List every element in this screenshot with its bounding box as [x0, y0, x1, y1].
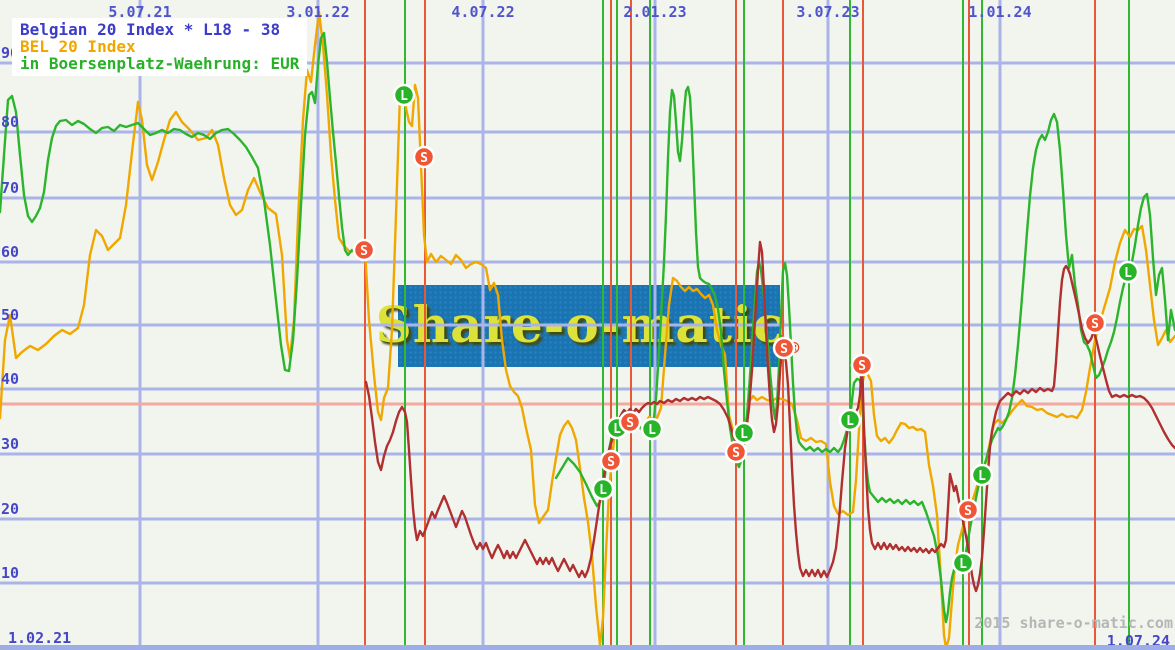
short-marker-icon	[772, 336, 796, 360]
long-marker-icon	[970, 463, 994, 487]
short-marker-label: S	[1091, 317, 1099, 332]
bottom-bar	[0, 645, 1175, 650]
short-marker-icon	[724, 440, 748, 464]
series-bel-20-index	[0, 10, 1175, 650]
short-marker-label: S	[732, 446, 740, 461]
long-marker-label: L	[740, 427, 748, 442]
long-marker-icon	[591, 477, 615, 501]
long-marker-icon	[640, 417, 664, 441]
chart-legend: Belgian 20 Index * L18 - 38 BEL 20 Index…	[12, 18, 308, 76]
long-marker-icon	[951, 551, 975, 575]
short-marker-icon	[352, 238, 376, 262]
short-marker-label: S	[858, 359, 866, 374]
series-in-boersenplatz-waehrung-eur	[0, 31, 366, 373]
short-marker-label: S	[780, 342, 788, 357]
long-marker-icon	[838, 408, 862, 432]
long-marker-label: L	[613, 422, 621, 437]
short-marker-icon	[850, 353, 874, 377]
chart-start-date: 1.02.21	[8, 629, 72, 647]
legend-currency-line: in Boersenplatz-Waehrung: EUR	[20, 54, 300, 73]
long-marker-label: L	[1124, 266, 1132, 281]
long-marker-label: L	[599, 483, 607, 498]
short-marker-icon	[618, 410, 642, 434]
legend-title: Belgian 20 Index * L18 - 38	[20, 20, 281, 39]
long-marker-label: L	[959, 557, 967, 572]
short-marker-label: S	[360, 244, 368, 259]
short-marker-label: S	[420, 151, 428, 166]
short-marker-icon	[599, 449, 623, 473]
short-marker-label: S	[964, 504, 972, 519]
copyright-credit: 2015 share-o-matic.com	[974, 614, 1173, 632]
short-marker-icon	[1083, 311, 1107, 335]
short-marker-label: S	[626, 416, 634, 431]
long-marker-icon	[732, 421, 756, 445]
long-marker-label: L	[846, 414, 854, 429]
short-marker-icon	[412, 145, 436, 169]
short-marker-label: S	[607, 455, 615, 470]
legend-index-name: BEL 20 Index	[20, 37, 136, 56]
short-marker-icon	[956, 498, 980, 522]
long-marker-icon	[1116, 260, 1140, 284]
long-marker-label: L	[648, 423, 656, 438]
long-marker-label: L	[978, 469, 986, 484]
long-marker-label: L	[400, 89, 408, 104]
long-marker-icon	[392, 83, 416, 107]
